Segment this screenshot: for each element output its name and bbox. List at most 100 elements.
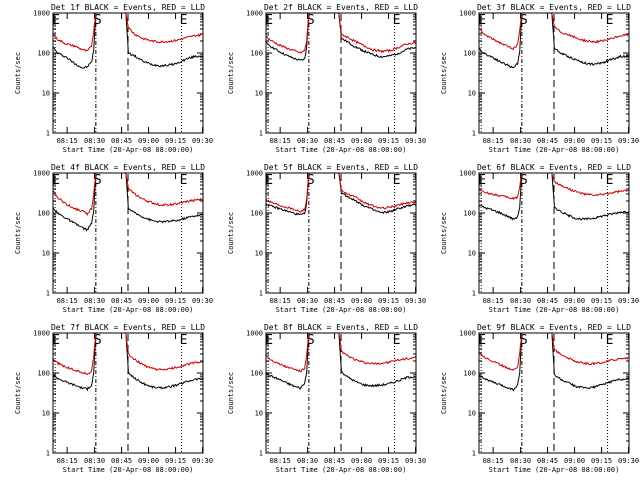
series-line-lld [479,333,629,371]
series-line-lld [479,173,629,201]
y-tick-label: 10 [468,90,476,98]
x-axis-label: Start Time (20-Apr-08 08:00:00) [63,466,194,474]
y-tick-label: 100 [37,210,50,218]
x-tick-label: 08:45 [111,457,132,465]
x-tick-label: 09:30 [192,457,213,465]
chart-title: Det 3f BLACK = Events, RED = LLD [477,3,631,12]
y-tick-label: 1000 [246,10,263,18]
x-tick-label: 08:30 [510,457,531,465]
x-tick-label: 09:00 [564,297,585,305]
plot-frame [478,332,630,454]
y-tick-label: 10 [42,250,50,258]
marker-label: E [180,173,188,188]
x-tick-label: 08:30 [510,297,531,305]
y-tick-label: 1000 [246,330,263,338]
y-tick-label: 1 [46,130,50,138]
x-tick-label: 08:45 [324,457,345,465]
y-tick-label: 1000 [246,170,263,178]
marker-label: S [520,173,528,188]
marker-label: E [52,173,60,188]
marker-label: E [180,13,188,28]
series-line-lld [266,333,416,373]
chart-title: Det 1f BLACK = Events, RED = LLD [51,3,205,12]
x-tick-label: 09:00 [138,297,159,305]
x-tick-label: 08:45 [324,137,345,145]
x-tick-label: 08:30 [84,457,105,465]
series-line-lld [266,13,416,54]
chart-title: Det 8f BLACK = Events, RED = LLD [264,323,418,332]
y-tick-label: 10 [468,410,476,418]
x-axis-label: Start Time (20-Apr-08 08:00:00) [276,146,407,154]
y-tick-label: 1 [472,450,476,458]
plot-frame [265,172,417,294]
marker-label: E [265,333,273,348]
x-tick-label: 09:15 [591,457,612,465]
x-tick-label: 08:30 [84,137,105,145]
series-line-events [479,13,629,69]
x-tick-label: 08:15 [57,137,78,145]
marker-label: E [478,173,486,188]
x-axis-label: Start Time (20-Apr-08 08:00:00) [489,306,620,314]
chart-title: Det 5f BLACK = Events, RED = LLD [264,163,418,172]
chart-title: Det 4f BLACK = Events, RED = LLD [51,163,205,172]
x-tick-label: 09:30 [192,137,213,145]
x-axis-label: Start Time (20-Apr-08 08:00:00) [489,146,620,154]
x-tick-label: 08:15 [483,457,504,465]
y-tick-label: 1000 [33,170,50,178]
y-tick-label: 1000 [459,330,476,338]
x-axis-label: Start Time (20-Apr-08 08:00:00) [63,306,194,314]
x-tick-label: 08:45 [111,137,132,145]
marker-label: E [393,333,401,348]
marker-label: E [606,13,614,28]
x-tick-label: 09:00 [138,457,159,465]
marker-label: S [94,13,102,28]
chart-panel-4: Det 4f BLACK = Events, RED = LLD 1 10 100 10… [14,163,213,314]
x-tick-label: 09:15 [591,137,612,145]
marker-label: E [478,13,486,28]
y-axis-label: Counts/sec [14,212,22,254]
x-tick-label: 08:30 [297,297,318,305]
y-tick-label: 100 [463,370,476,378]
chart-panel-1: Det 1f BLACK = Events, RED = LLD 1 10 100 10… [14,3,213,154]
x-tick-label: 08:15 [270,457,291,465]
marker-label: S [307,173,315,188]
x-tick-label: 09:15 [378,297,399,305]
x-tick-label: 08:30 [297,137,318,145]
x-tick-label: 09:15 [165,137,186,145]
series-line-events [53,173,203,232]
y-tick-label: 1000 [33,10,50,18]
x-tick-label: 08:15 [483,297,504,305]
y-tick-label: 100 [37,50,50,58]
y-axis-label: Counts/sec [440,372,448,414]
x-tick-label: 08:15 [57,297,78,305]
marker-label: E [606,333,614,348]
marker-label: E [265,173,273,188]
series-line-lld [266,173,416,213]
plot-frame [52,172,204,294]
marker-label: E [393,13,401,28]
x-tick-label: 08:45 [324,297,345,305]
x-tick-label: 09:00 [351,457,372,465]
x-tick-label: 09:15 [165,457,186,465]
series-line-events [479,173,629,221]
x-tick-label: 08:30 [297,457,318,465]
x-tick-label: 09:00 [351,297,372,305]
y-tick-label: 1000 [459,10,476,18]
x-tick-label: 09:30 [618,297,639,305]
x-axis-label: Start Time (20-Apr-08 08:00:00) [489,466,620,474]
x-tick-label: 09:00 [564,137,585,145]
x-tick-label: 09:15 [165,297,186,305]
x-tick-label: 09:15 [378,457,399,465]
y-tick-label: 10 [255,410,263,418]
x-tick-label: 08:45 [111,297,132,305]
marker-label: S [307,333,315,348]
y-tick-label: 100 [37,370,50,378]
y-tick-label: 100 [463,210,476,218]
y-tick-label: 100 [463,50,476,58]
x-tick-label: 08:45 [537,137,558,145]
chart-panel-3: Det 3f BLACK = Events, RED = LLD 1 10 100 10… [440,3,639,154]
x-tick-label: 09:00 [564,457,585,465]
x-tick-label: 08:30 [84,297,105,305]
